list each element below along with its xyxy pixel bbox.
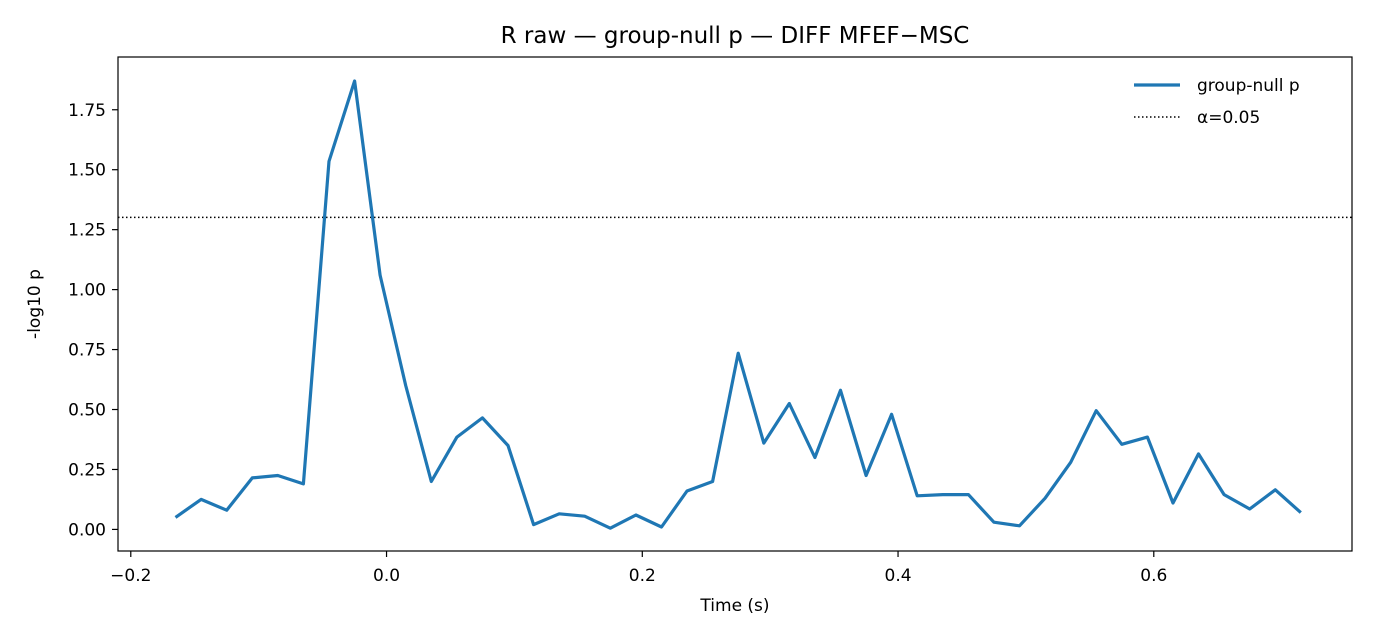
x-axis-label: Time (s) <box>699 596 769 616</box>
data-point <box>583 515 586 518</box>
data-point <box>609 527 612 530</box>
data-point <box>327 160 330 163</box>
data-point <box>1069 461 1072 464</box>
data-point <box>251 476 254 479</box>
data-point <box>200 498 203 501</box>
data-point <box>634 513 637 516</box>
y-axis-label: -log10 p <box>25 269 45 339</box>
data-point <box>737 352 740 355</box>
series-lines <box>174 79 1302 530</box>
data-point <box>558 512 561 515</box>
plot-area: −0.2 0.0 0.2 0.4 0.6 0.00 0.25 0.50 0.75 1.00 1.2… <box>68 56 1353 586</box>
data-point <box>1299 511 1302 514</box>
y-tick-label: 1.25 <box>68 221 106 241</box>
data-point <box>916 494 919 497</box>
data-point <box>430 480 433 483</box>
data-point <box>1223 493 1226 496</box>
data-point <box>532 523 535 526</box>
y-tick-label: 0.75 <box>68 341 106 361</box>
data-point <box>1044 497 1047 500</box>
x-axis: −0.2 0.0 0.2 0.4 0.6 <box>110 551 1167 586</box>
data-point <box>506 444 509 447</box>
y-tick-label: 1.75 <box>68 101 106 121</box>
data-point <box>660 525 663 528</box>
y-tick-label: 1.00 <box>68 281 106 301</box>
data-point <box>1197 452 1200 455</box>
data-point <box>302 482 305 485</box>
y-axis: 0.00 0.25 0.50 0.75 1.00 1.25 1.50 1.75 <box>68 101 118 540</box>
data-point <box>455 436 458 439</box>
data-point <box>813 456 816 459</box>
x-tick-label: 0.2 <box>629 566 656 586</box>
legend-label-alpha: α=0.05 <box>1197 108 1260 128</box>
legend-label-group-null-p: group-null p <box>1197 76 1300 96</box>
data-point <box>174 516 177 519</box>
data-point <box>1248 507 1251 510</box>
data-point <box>839 389 842 392</box>
data-point <box>379 274 382 277</box>
y-tick-label: 1.50 <box>68 161 106 181</box>
data-point <box>1120 443 1123 446</box>
data-point <box>890 413 893 416</box>
chart-title: R raw — group-null p — DIFF MFEF−MSC <box>501 23 970 49</box>
data-point <box>992 521 995 524</box>
legend: group-null p α=0.05 <box>1134 76 1300 128</box>
data-point <box>762 442 765 445</box>
x-tick-label: −0.2 <box>110 566 151 586</box>
data-point <box>941 493 944 496</box>
series-line-group-null-p <box>174 79 1302 530</box>
data-point <box>404 384 407 387</box>
y-tick-label: 0.00 <box>68 520 106 540</box>
axes-frame <box>117 56 1353 552</box>
data-point <box>711 480 714 483</box>
y-tick-label: 0.25 <box>68 460 106 480</box>
data-point <box>276 474 279 477</box>
data-point <box>788 402 791 405</box>
data-point <box>1274 488 1277 491</box>
data-point <box>481 416 484 419</box>
data-point <box>1095 409 1098 412</box>
y-tick-label: 0.50 <box>68 401 106 421</box>
data-point <box>353 79 356 82</box>
x-tick-label: 0.6 <box>1140 566 1167 586</box>
data-point <box>685 489 688 492</box>
x-tick-label: 0.0 <box>373 566 400 586</box>
data-point <box>1146 436 1149 439</box>
data-point <box>1171 501 1174 504</box>
data-point <box>865 474 868 477</box>
data-point <box>967 493 970 496</box>
x-tick-label: 0.4 <box>885 566 912 586</box>
data-point <box>225 509 228 512</box>
data-point <box>1018 524 1021 527</box>
